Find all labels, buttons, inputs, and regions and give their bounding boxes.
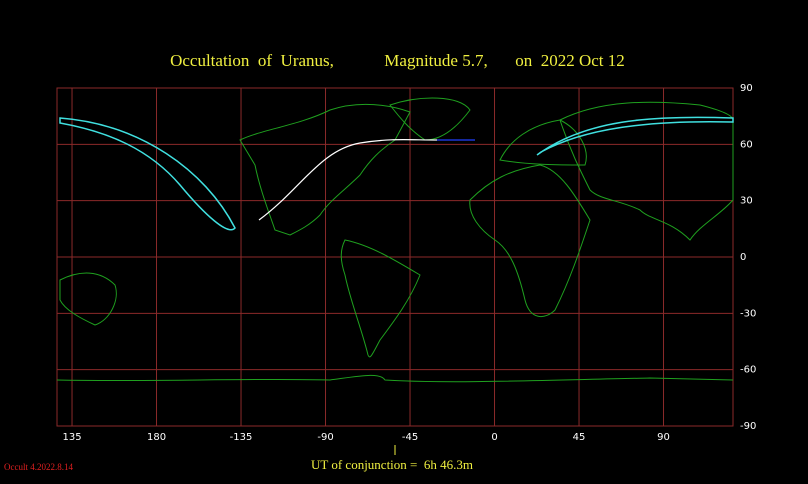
occultation-path-west <box>59 117 236 231</box>
conjunction-label: UT of conjunction = 6h 46.3m <box>311 457 473 472</box>
version-label: Occult 4.2022.8.14 <box>4 462 73 472</box>
date: on 2022 Oct 12 <box>515 51 625 70</box>
lon-tick-label: 90 <box>657 432 670 443</box>
central-line <box>258 139 438 221</box>
coastlines <box>56 97 734 383</box>
lat-tick-label: -30 <box>740 308 756 319</box>
south-america <box>340 239 421 358</box>
lon-tick-label: 0 <box>491 432 497 443</box>
lon-tick-label: -90 <box>317 432 333 443</box>
lon-tick-label: 45 <box>573 432 586 443</box>
north-america <box>239 103 411 236</box>
lon-tick-label: -135 <box>230 432 253 443</box>
occultation-path-east <box>536 116 734 156</box>
lon-tick-label: 135 <box>62 432 81 443</box>
lat-tick-label: 60 <box>740 139 753 150</box>
lat-tick-label: 90 <box>740 83 753 94</box>
title: Occultation of Uranus, <box>170 51 334 70</box>
lat-tick-label: -60 <box>740 365 756 376</box>
lat-tick-label: 30 <box>740 196 753 207</box>
europe-africa <box>469 119 591 318</box>
lat-tick-label: 0 <box>740 252 746 263</box>
asia <box>559 101 734 241</box>
graticule <box>56 87 734 427</box>
lon-tick-label: 180 <box>147 432 166 443</box>
magnitude: Magnitude 5.7, <box>384 51 487 70</box>
greenland <box>389 97 471 141</box>
lat-tick-label: -90 <box>740 421 756 432</box>
australia <box>59 272 117 326</box>
lon-tick-label: -45 <box>402 432 418 443</box>
antarctica <box>56 374 734 383</box>
